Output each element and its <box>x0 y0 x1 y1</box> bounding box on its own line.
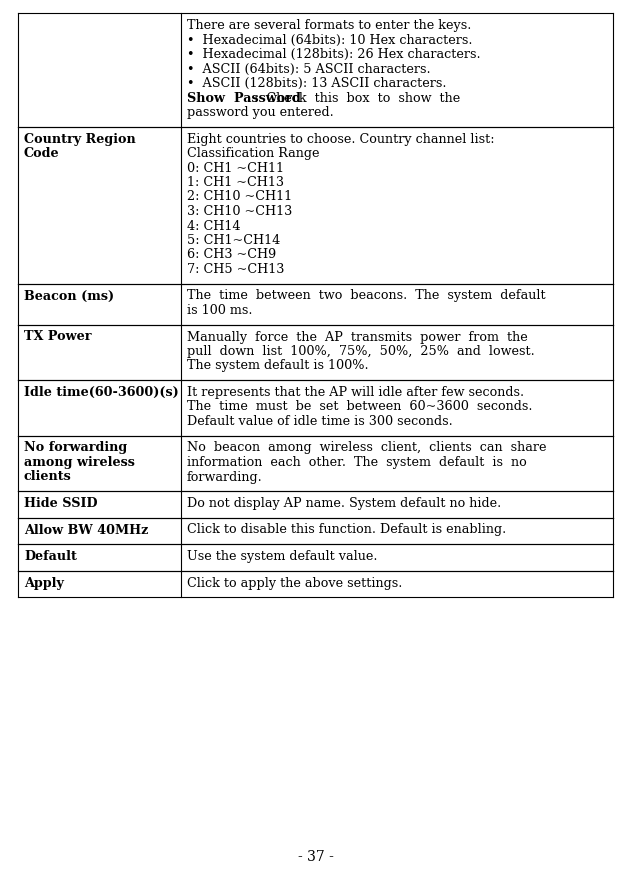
Text: •  ASCII (64bits): 5 ASCII characters.: • ASCII (64bits): 5 ASCII characters. <box>187 62 430 76</box>
Text: Apply: Apply <box>24 576 64 589</box>
Text: among wireless: among wireless <box>24 456 135 469</box>
Text: Country Region: Country Region <box>24 132 136 146</box>
Text: •  Hexadecimal (128bits): 26 Hex characters.: • Hexadecimal (128bits): 26 Hex characte… <box>187 48 481 61</box>
Text: There are several formats to enter the keys.: There are several formats to enter the k… <box>187 19 471 32</box>
Text: Code: Code <box>24 147 59 160</box>
Text: Hide SSID: Hide SSID <box>24 497 98 510</box>
Text: forwarding.: forwarding. <box>187 470 262 484</box>
Text: Manually  force  the  AP  transmits  power  from  the: Manually force the AP transmits power fr… <box>187 331 528 343</box>
Text: Do not display AP name. System default no hide.: Do not display AP name. System default n… <box>187 497 501 510</box>
Text: 4: CH14: 4: CH14 <box>187 220 240 233</box>
Text: information  each  other.  The  system  default  is  no: information each other. The system defau… <box>187 456 527 469</box>
Text: Eight countries to choose. Country channel list:: Eight countries to choose. Country chann… <box>187 132 495 146</box>
Text: It represents that the AP will idle after few seconds.: It represents that the AP will idle afte… <box>187 386 524 399</box>
Text: The  time  must  be  set  between  60~3600  seconds.: The time must be set between 60~3600 sec… <box>187 401 533 413</box>
Text: password you entered.: password you entered. <box>187 106 334 119</box>
Text: 7: CH5 ~CH13: 7: CH5 ~CH13 <box>187 263 285 276</box>
Text: 0: CH1 ~CH11: 0: CH1 ~CH11 <box>187 162 284 174</box>
Text: 2: CH10 ~CH11: 2: CH10 ~CH11 <box>187 190 292 204</box>
Text: 1: CH1 ~CH13: 1: CH1 ~CH13 <box>187 176 284 189</box>
Text: Default value of idle time is 300 seconds.: Default value of idle time is 300 second… <box>187 415 453 428</box>
Text: Click to disable this function. Default is enabling.: Click to disable this function. Default … <box>187 524 506 536</box>
Text: is 100 ms.: is 100 ms. <box>187 304 252 317</box>
Text: 6: CH3 ~CH9: 6: CH3 ~CH9 <box>187 249 276 261</box>
Text: No forwarding: No forwarding <box>24 442 127 454</box>
Text: 3: CH10 ~CH13: 3: CH10 ~CH13 <box>187 205 292 218</box>
Text: Classification Range: Classification Range <box>187 147 319 160</box>
Text: Allow BW 40MHz: Allow BW 40MHz <box>24 524 148 536</box>
Text: 5: CH1~CH14: 5: CH1~CH14 <box>187 234 280 247</box>
Text: - 37 -: - 37 - <box>298 850 333 864</box>
Text: :  Check  this  box  to  show  the: : Check this box to show the <box>254 92 460 105</box>
Text: clients: clients <box>24 470 72 484</box>
Text: •  ASCII (128bits): 13 ASCII characters.: • ASCII (128bits): 13 ASCII characters. <box>187 77 447 90</box>
Text: Show  Password: Show Password <box>187 92 301 105</box>
Text: pull  down  list  100%,  75%,  50%,  25%  and  lowest.: pull down list 100%, 75%, 50%, 25% and l… <box>187 345 534 358</box>
Text: •  Hexadecimal (64bits): 10 Hex characters.: • Hexadecimal (64bits): 10 Hex character… <box>187 34 473 46</box>
Text: Idle time(60-3600)(s): Idle time(60-3600)(s) <box>24 386 179 399</box>
Text: TX Power: TX Power <box>24 331 91 343</box>
Text: The  time  between  two  beacons.  The  system  default: The time between two beacons. The system… <box>187 290 546 302</box>
Text: Click to apply the above settings.: Click to apply the above settings. <box>187 576 403 589</box>
Text: The system default is 100%.: The system default is 100%. <box>187 359 369 372</box>
Text: Beacon (ms): Beacon (ms) <box>24 290 114 302</box>
Text: Use the system default value.: Use the system default value. <box>187 550 377 563</box>
Text: Default: Default <box>24 550 77 563</box>
Text: No  beacon  among  wireless  client,  clients  can  share: No beacon among wireless client, clients… <box>187 442 546 454</box>
